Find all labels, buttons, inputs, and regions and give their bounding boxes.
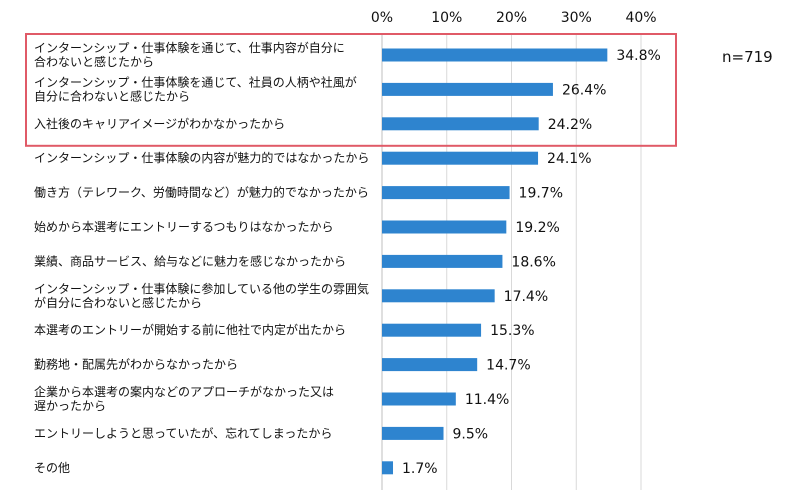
category-label: エントリーしようと思っていたが、忘れてしまったから — [34, 425, 332, 440]
highlight-box — [25, 33, 677, 147]
bar — [382, 392, 456, 406]
bar — [382, 426, 444, 440]
bar — [382, 254, 503, 268]
value-labels: 34.8% 26.4% 24.2% 24.1% 19.7% 19.2% 18.6% 17.4%… — [402, 48, 661, 477]
value-label: 24.2% — [548, 117, 592, 133]
category-labels: インターンシップ・仕事体験を通じて、仕事内容が自分に合わないと感じたからインター… — [34, 40, 369, 475]
bar — [382, 117, 539, 131]
x-axis-ticks: 0% 10% 20% 30% 40% — [371, 10, 657, 26]
bar — [382, 289, 495, 303]
value-label: 17.4% — [504, 289, 548, 305]
category-label: 勤務地・配属先がわからなかったから — [34, 357, 238, 372]
value-label: 19.2% — [515, 220, 559, 236]
category-label: 始めから本選考にエントリーするつもりはなかったから — [34, 220, 334, 234]
value-label: 34.8% — [616, 48, 660, 64]
bar — [382, 358, 478, 372]
bar — [382, 82, 553, 96]
bar — [382, 48, 608, 62]
x-tick-label: 30% — [561, 10, 592, 26]
category-label: 入社後のキャリアイメージがわかなかったから — [34, 116, 285, 131]
x-tick-label: 0% — [371, 10, 393, 26]
category-label: インターンシップ・仕事体験の内容が魅力的ではなかったから — [34, 150, 369, 165]
value-label: 9.5% — [453, 426, 489, 442]
x-tick-label: 40% — [625, 10, 656, 26]
bar — [382, 151, 539, 165]
bar — [382, 186, 510, 200]
gridlines — [381, 35, 642, 490]
category-label: その他 — [34, 461, 70, 475]
value-label: 18.6% — [511, 254, 555, 270]
category-label: インターンシップ・仕事体験に参加している他の学生の雰囲気が自分に合わないと感じた… — [34, 281, 369, 310]
bar — [382, 220, 507, 234]
category-label: 業績、商品サービス、給与などに魅力を感じなかったから — [34, 253, 346, 268]
value-label: 15.3% — [490, 323, 534, 339]
bars — [382, 48, 608, 475]
category-label: インターンシップ・仕事体験を通じて、社員の人柄や社風が自分に合わないと感じたから — [34, 74, 357, 103]
bar — [382, 461, 394, 475]
x-tick-label: 20% — [496, 10, 527, 26]
bar — [382, 323, 482, 337]
category-label: 本選考のエントリーが開始する前に他社で内定が出たから — [34, 322, 346, 337]
category-label: 働き方（テレワーク、労働時間など）が魅力的でなかったから — [34, 185, 369, 200]
value-label: 26.4% — [562, 82, 606, 98]
category-label: インターンシップ・仕事体験を通じて、仕事内容が自分に合わないと感じたから — [34, 40, 345, 69]
value-label: 14.7% — [486, 358, 530, 374]
value-label: 19.7% — [519, 186, 563, 202]
sample-size-label: n=719 — [722, 48, 773, 66]
value-label: 1.7% — [402, 461, 438, 477]
x-tick-label: 10% — [431, 10, 462, 26]
value-label: 11.4% — [465, 392, 509, 408]
value-label: 24.1% — [547, 151, 591, 167]
category-label: 企業から本選考の案内などのアプローチがなかった又は遅かったから — [34, 384, 334, 413]
